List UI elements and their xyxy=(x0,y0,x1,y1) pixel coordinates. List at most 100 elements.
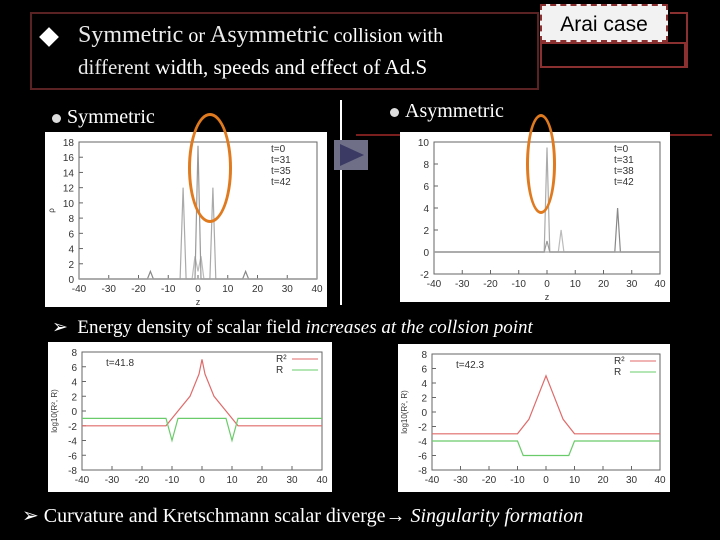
legend-label: t=38 xyxy=(614,166,634,177)
y-tick-label: 6 xyxy=(423,182,429,193)
y-axis-label: log10(R², R) xyxy=(400,390,409,434)
title-or: or xyxy=(183,25,210,47)
chart-annotation: t=42.3 xyxy=(456,360,485,371)
legend-label: t=42 xyxy=(271,177,291,188)
x-tick-label: 0 xyxy=(199,475,205,486)
legend-label: R² xyxy=(614,356,625,367)
caption-curvature: ➢ Curvature and Kretschmann scalar diver… xyxy=(22,503,583,528)
legend-label: R xyxy=(276,365,283,376)
badge-frame-side xyxy=(670,12,688,68)
chart-symmetric-curvature: -8 -6 -4 -2 0 2 4 6 8 -40 -30 -20 -10 0 10 20 30 40 log10(… xyxy=(48,342,332,492)
x-tick-label: -40 xyxy=(72,284,87,295)
legend-label: t=42 xyxy=(614,177,634,188)
x-tick-label: -30 xyxy=(105,475,120,486)
x-tick-label: 0 xyxy=(543,475,549,486)
plot-area xyxy=(431,353,661,471)
y-tick-label: 8 xyxy=(421,350,427,361)
x-tick-label: -40 xyxy=(75,475,90,486)
y-tick-label: 10 xyxy=(418,138,430,149)
arrow-bullet-icon: ➢ xyxy=(52,316,68,338)
caption-energy-emph: increases at the collsion point xyxy=(305,317,533,338)
x-tick-label: -20 xyxy=(482,475,497,486)
x-tick-label: -10 xyxy=(165,475,180,486)
plot-area xyxy=(81,351,323,471)
y-tick-label: 0 xyxy=(421,408,427,419)
x-tick-label: -30 xyxy=(455,279,470,290)
y-tick-label: 0 xyxy=(423,248,429,259)
x-tick-label: -40 xyxy=(427,279,442,290)
x-tick-label: 10 xyxy=(222,284,234,295)
title-frame xyxy=(30,12,539,90)
legend-label: t=31 xyxy=(271,155,291,166)
y-tick-label: -2 xyxy=(420,270,429,281)
x-tick-label: 20 xyxy=(252,284,264,295)
y-tick-label: 4 xyxy=(421,379,427,390)
y-tick-label: 8 xyxy=(71,348,77,359)
caption-energy: ➢ Energy density of scalar field increas… xyxy=(52,316,533,339)
highlight-ellipse xyxy=(188,113,232,223)
x-axis-label: z xyxy=(545,292,550,302)
title-collision: collision with xyxy=(328,25,444,47)
dot-bullet-icon xyxy=(390,107,399,117)
title-different: different xyxy=(78,55,150,79)
chart-asymmetric-curvature: -8 -6 -4 -2 0 2 4 6 8 -40 -30 -20 -10 0 10 20 30 40 log10(… xyxy=(398,344,670,492)
chart-symmetric-density: 0 2 4 6 8 10 12 14 16 18 -40 -30 -20 -10 0 10 20 30 40 z ρ t=… xyxy=(45,132,327,307)
series-line-R xyxy=(82,417,322,443)
x-axis-label: z xyxy=(196,297,201,307)
x-tick-label: -30 xyxy=(453,475,468,486)
x-tick-label: -20 xyxy=(131,284,146,295)
legend-label: t=35 xyxy=(271,166,291,177)
legend-label: t=0 xyxy=(271,144,286,155)
vertical-divider xyxy=(340,100,342,305)
bullet-asymmetric: Asymmetric xyxy=(390,100,504,123)
x-tick-label: 40 xyxy=(316,475,328,486)
y-tick-label: 6 xyxy=(71,363,77,374)
y-tick-label: 16 xyxy=(63,153,75,164)
play-icon[interactable] xyxy=(334,140,368,170)
series-line-t=0 xyxy=(434,207,660,253)
y-axis-label: ρ xyxy=(47,208,56,213)
x-tick-label: 0 xyxy=(544,279,550,290)
y-tick-label: 6 xyxy=(421,365,427,376)
caption-curvature-emph: Singularity formation xyxy=(410,505,584,527)
y-tick-label: 2 xyxy=(423,226,429,237)
x-tick-label: 30 xyxy=(626,475,638,486)
legend-label: t=31 xyxy=(614,155,634,166)
title-rest: width, speeds and effect of Ad.S xyxy=(149,55,428,79)
arai-case-badge: Arai case xyxy=(540,4,668,42)
y-tick-label: -2 xyxy=(418,423,427,434)
y-tick-label: -2 xyxy=(68,422,77,433)
dot-bullet-icon xyxy=(52,113,61,123)
caption-energy-text: Energy density of scalar field xyxy=(77,317,306,338)
x-tick-label: 40 xyxy=(311,284,323,295)
y-tick-label: -6 xyxy=(68,451,77,462)
y-tick-label: 8 xyxy=(423,160,429,171)
x-tick-label: -40 xyxy=(425,475,440,486)
y-tick-label: -4 xyxy=(68,437,77,448)
y-tick-label: 4 xyxy=(71,378,77,389)
y-tick-label: 2 xyxy=(68,260,74,271)
chart-annotation: t=41.8 xyxy=(106,358,135,369)
x-tick-label: 10 xyxy=(570,279,582,290)
y-tick-label: 6 xyxy=(68,229,74,240)
caption-curvature-text: Curvature and Kretschmann scalar diverge… xyxy=(43,505,411,527)
legend-label: R² xyxy=(276,354,287,365)
series-line-t=42 xyxy=(434,240,660,253)
y-tick-label: 2 xyxy=(71,392,77,403)
y-tick-label: 8 xyxy=(68,214,74,225)
y-tick-label: 18 xyxy=(63,138,75,149)
x-tick-label: 40 xyxy=(654,279,666,290)
y-tick-label: 0 xyxy=(71,407,77,418)
x-tick-label: -10 xyxy=(512,279,527,290)
x-tick-label: 10 xyxy=(226,475,238,486)
x-tick-label: 40 xyxy=(654,475,666,486)
y-tick-label: -8 xyxy=(418,466,427,477)
series-line-R² xyxy=(82,359,322,427)
x-tick-label: 30 xyxy=(286,475,298,486)
series-line-R² xyxy=(432,374,660,435)
x-tick-label: -10 xyxy=(161,284,176,295)
bullet-asymmetric-label: Asymmetric xyxy=(405,100,504,122)
x-tick-label: 30 xyxy=(626,279,638,290)
